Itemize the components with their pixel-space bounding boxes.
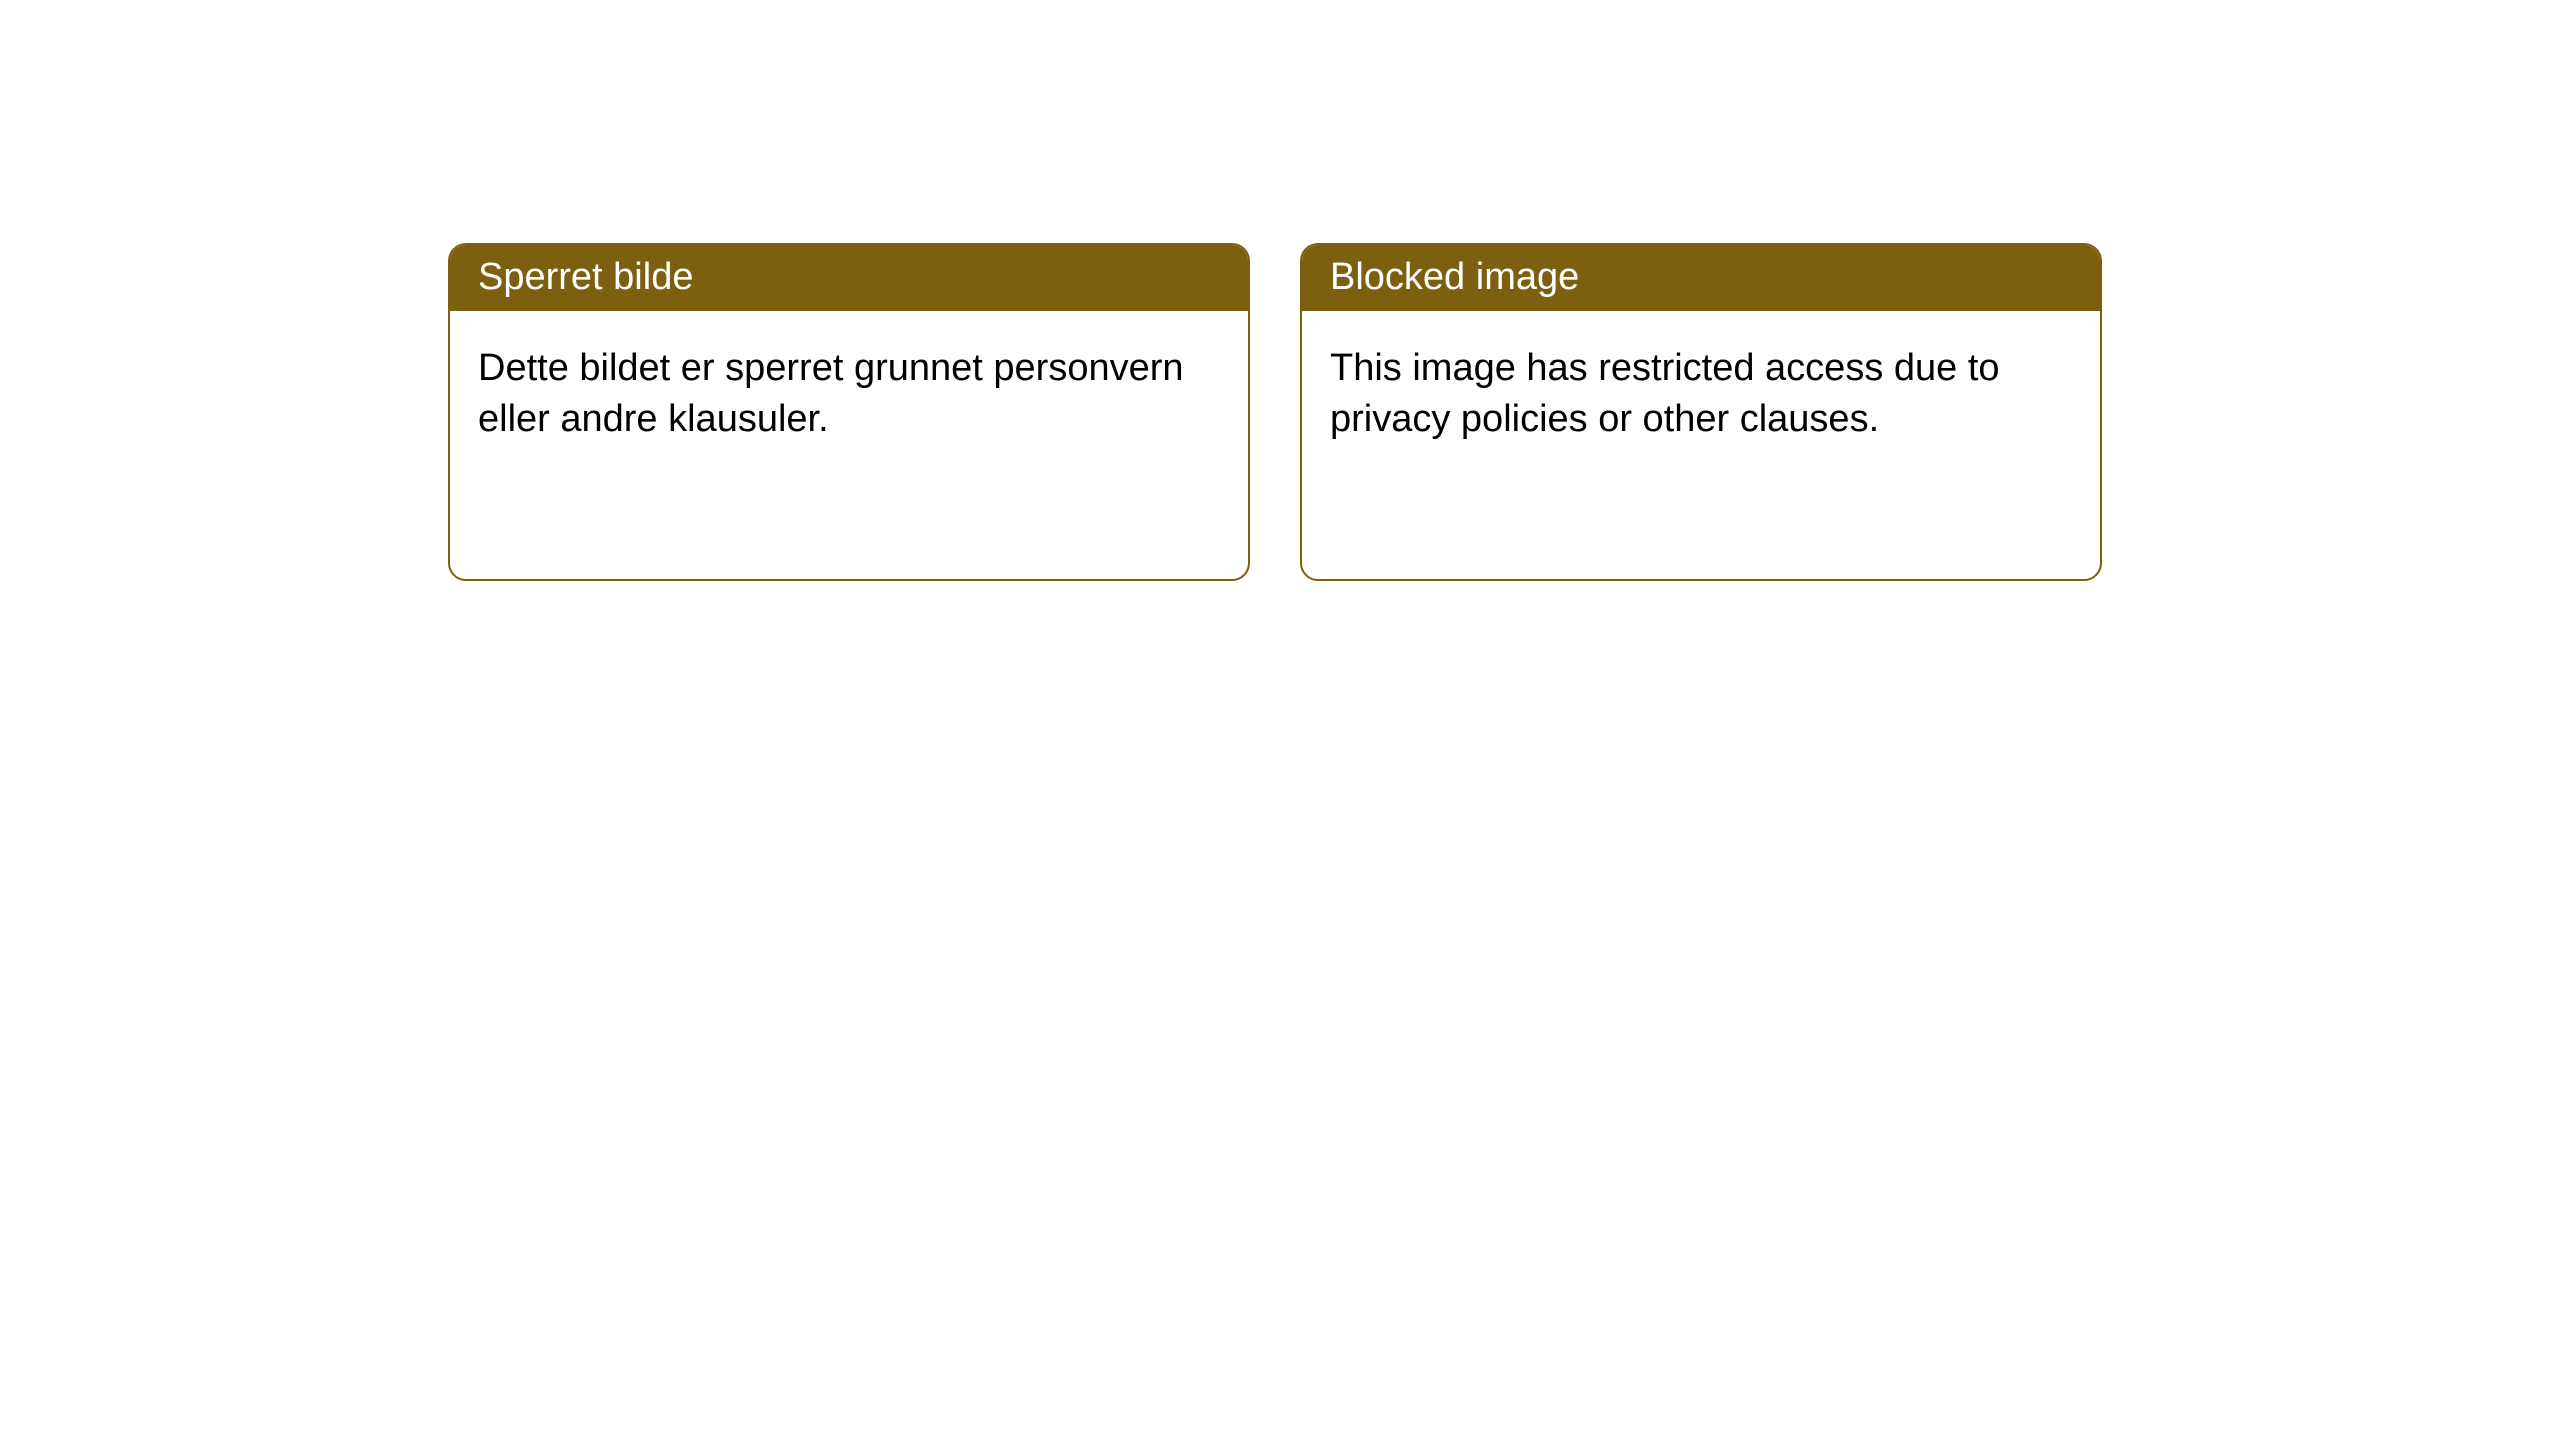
notice-title: Blocked image xyxy=(1330,256,1579,298)
notice-box-norwegian: Sperret bilde Dette bildet er sperret gr… xyxy=(448,243,1250,581)
notice-container: Sperret bilde Dette bildet er sperret gr… xyxy=(448,243,2102,581)
notice-box-english: Blocked image This image has restricted … xyxy=(1300,243,2102,581)
notice-body-text: This image has restricted access due to … xyxy=(1330,347,2000,440)
notice-header: Blocked image xyxy=(1302,245,2100,311)
notice-body-text: Dette bildet er sperret grunnet personve… xyxy=(478,347,1184,440)
notice-body: Dette bildet er sperret grunnet personve… xyxy=(450,311,1248,478)
notice-title: Sperret bilde xyxy=(478,256,693,298)
notice-body: This image has restricted access due to … xyxy=(1302,311,2100,478)
notice-header: Sperret bilde xyxy=(450,245,1248,311)
